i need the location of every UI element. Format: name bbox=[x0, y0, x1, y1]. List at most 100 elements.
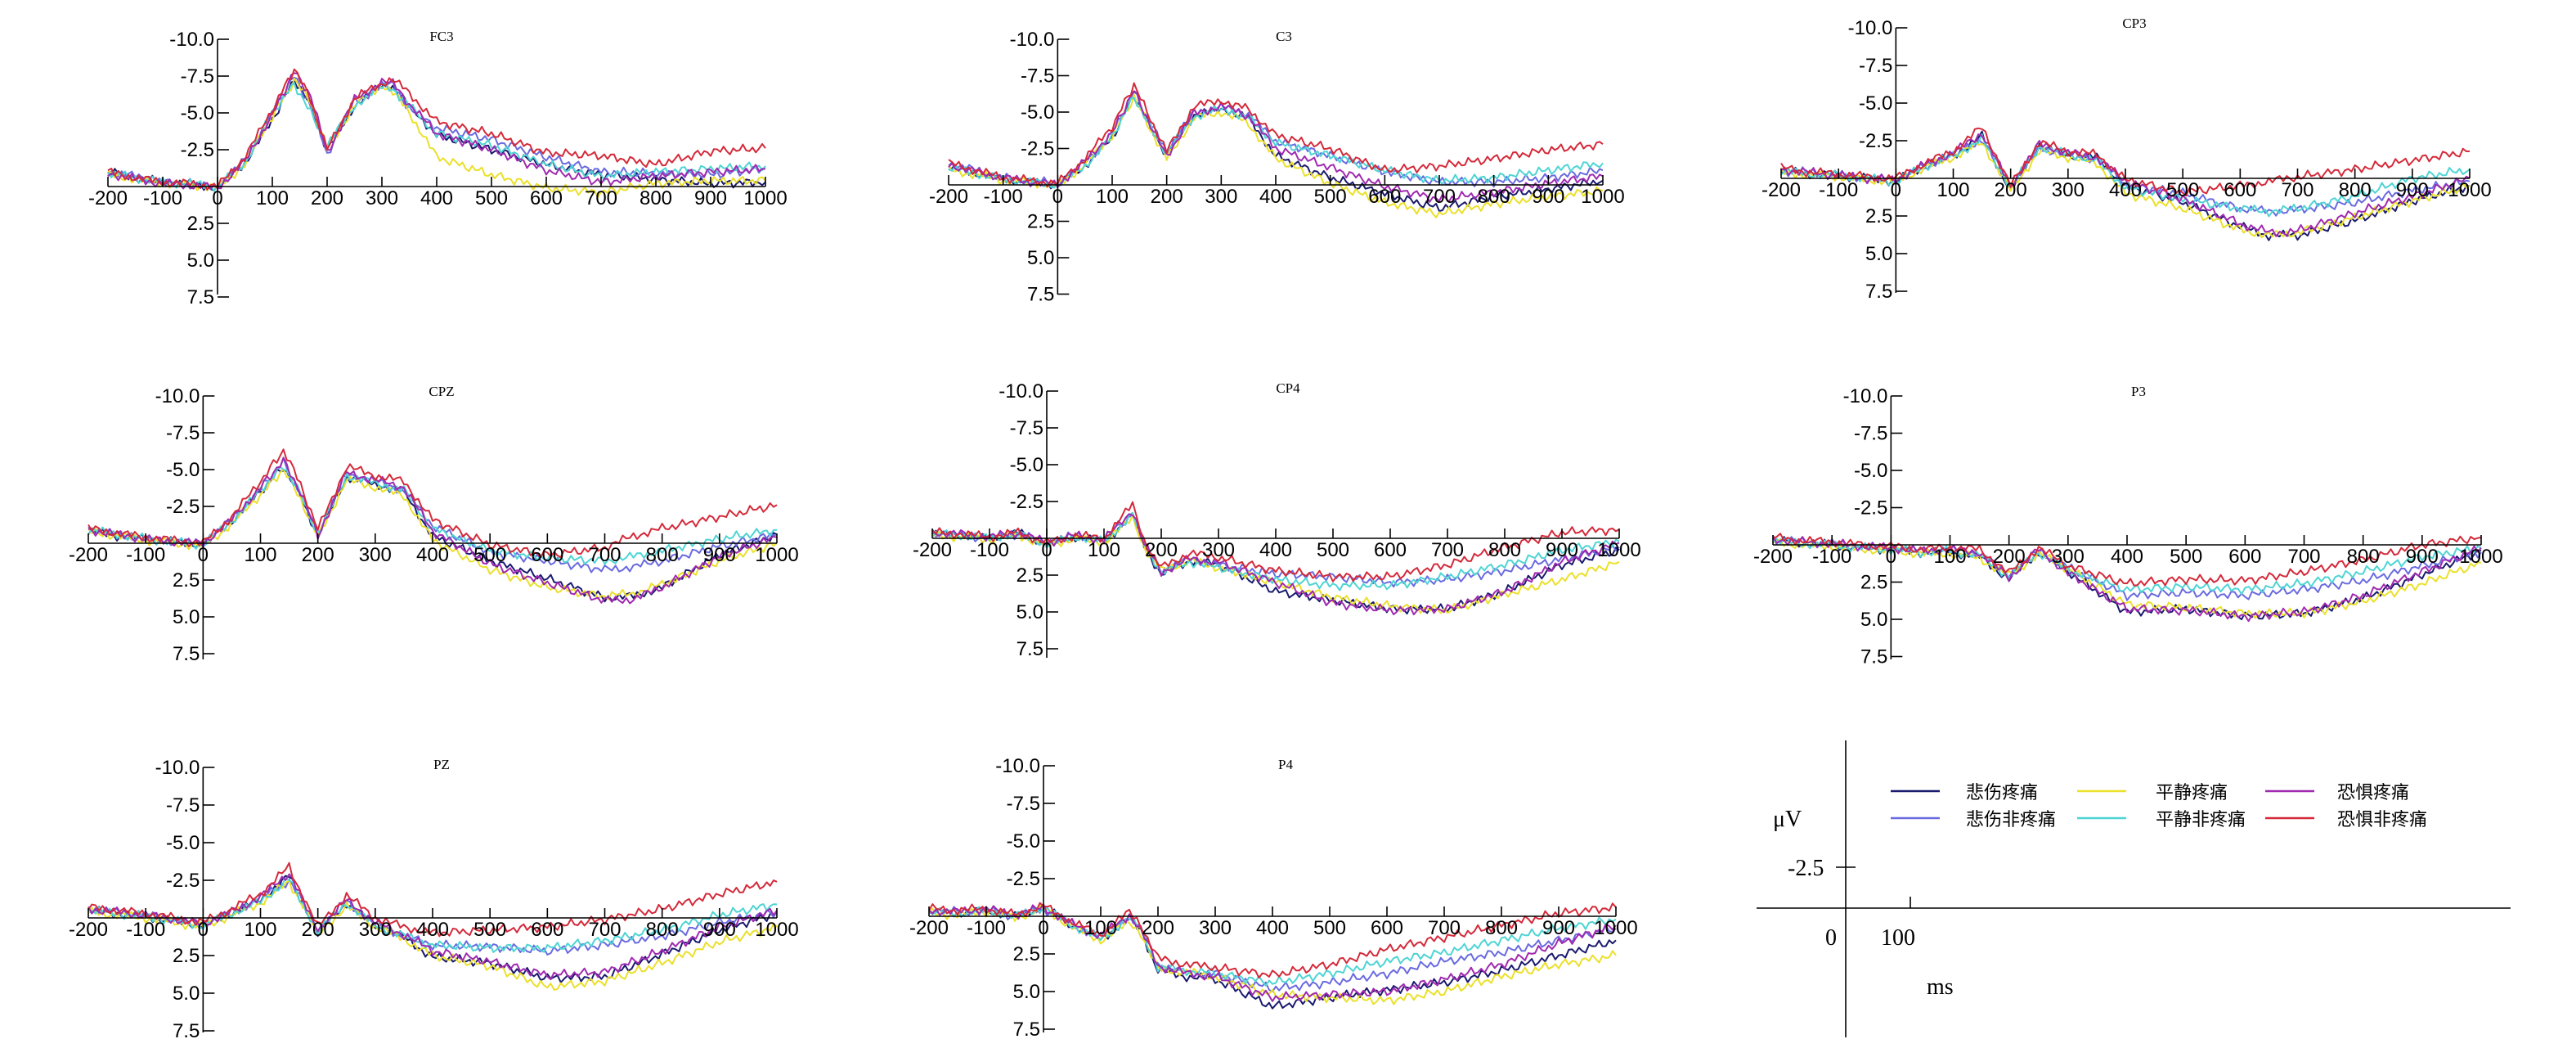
x-tick-label: 500 bbox=[2170, 546, 2202, 568]
y-tick-label: -5.0 bbox=[1859, 92, 1892, 115]
x-tick-label: 700 bbox=[1423, 186, 1456, 208]
x-tick-label: -100 bbox=[126, 544, 165, 566]
trace-fc3-4 bbox=[107, 82, 766, 192]
y-tick-label: 2.5 bbox=[1865, 205, 1892, 227]
y-tick-label: -10.0 bbox=[1848, 17, 1893, 39]
legend-panel: μV -2.5 0 100 ms 悲伤疼痛 悲伤非疼痛 平静疼痛 平静非疼痛 恐… bbox=[1757, 740, 2511, 1037]
channel-title: CPZ bbox=[429, 384, 454, 399]
trace-cp3-4 bbox=[1780, 133, 2471, 218]
x-tick-label: 300 bbox=[1202, 539, 1235, 561]
x-tick-label: 500 bbox=[1314, 186, 1347, 208]
y-tick-label: 7.5 bbox=[1013, 1019, 1040, 1041]
y-tick-label: -2.5 bbox=[1859, 130, 1892, 152]
trace-pz-5 bbox=[88, 873, 778, 981]
y-tick-label: -2.5 bbox=[1854, 497, 1887, 520]
y-tick-label: -5.0 bbox=[1010, 454, 1043, 476]
x-tick-label: 700 bbox=[588, 919, 621, 941]
y-tick-label: 5.0 bbox=[1013, 981, 1040, 1003]
x-tick-label: -200 bbox=[929, 186, 968, 208]
x-tick-label: 900 bbox=[2406, 546, 2439, 568]
x-tick-label: 300 bbox=[1199, 917, 1232, 939]
x-tick-label: 0 bbox=[1891, 179, 1901, 201]
erp-panel-cp3: -200 -100 0 100 200 300 400 500 600 700 800 900 1000… bbox=[1761, 16, 2492, 303]
scale-bar-x-zero-label: 0 bbox=[1825, 925, 1837, 951]
x-tick-label: 300 bbox=[2052, 179, 2085, 201]
x-tick-label: 800 bbox=[1488, 539, 1521, 561]
y-tick-label: 5.0 bbox=[1027, 247, 1054, 269]
y-tick-label: -10.0 bbox=[155, 385, 200, 407]
x-tick-label: 100 bbox=[1084, 917, 1117, 939]
trace-cp3-6 bbox=[1780, 127, 2471, 197]
x-tick-label: -200 bbox=[913, 539, 952, 561]
x-tick-label: 1000 bbox=[1597, 539, 1640, 561]
trace-p4-5 bbox=[928, 903, 1617, 1002]
x-tick-label: 600 bbox=[1374, 539, 1407, 561]
y-tick-label: -10.0 bbox=[169, 29, 214, 51]
scale-bar-y-label: μV bbox=[1773, 807, 1802, 832]
y-tick-label: -2.5 bbox=[181, 139, 214, 161]
trace-cpz-1 bbox=[88, 468, 778, 603]
y-tick-label: -5.0 bbox=[1021, 101, 1054, 124]
y-tick-label: 7.5 bbox=[1016, 638, 1043, 660]
x-tick-label: -100 bbox=[1819, 179, 1858, 201]
x-tick-label: 600 bbox=[2224, 179, 2256, 201]
y-tick-label: -7.5 bbox=[181, 65, 214, 88]
y-tick-label: 7.5 bbox=[173, 643, 200, 665]
x-tick-label: -100 bbox=[1812, 546, 1851, 568]
y-tick-label: -5.0 bbox=[1007, 830, 1040, 852]
x-tick-label: 500 bbox=[473, 919, 506, 941]
legend-label-1: 悲伤疼痛 bbox=[1966, 783, 2038, 803]
x-tick-label: 1000 bbox=[1581, 186, 1624, 208]
scale-bar-x-tick-label: 100 bbox=[1881, 925, 1915, 951]
legend-entry-3: 平静疼痛 bbox=[2077, 783, 2228, 803]
x-tick-label: 500 bbox=[1317, 539, 1349, 561]
x-tick-label: 100 bbox=[1088, 539, 1120, 561]
x-tick-label: -100 bbox=[126, 919, 165, 941]
legend-label-3: 平静疼痛 bbox=[2156, 783, 2228, 803]
x-tick-label: 400 bbox=[416, 919, 449, 941]
x-tick-label: -100 bbox=[984, 186, 1023, 208]
erp-panels: -200 -100 0 100 200 300 400 500 600 700 800 900 1000… bbox=[69, 16, 2503, 1042]
x-tick-label: 300 bbox=[359, 544, 392, 566]
y-tick-label: 7.5 bbox=[173, 1020, 200, 1042]
y-tick-label: -10.0 bbox=[155, 757, 200, 779]
trace-cpz-6 bbox=[88, 448, 778, 559]
legend-entry-6: 恐惧非疼痛 bbox=[2265, 810, 2427, 830]
y-tick-label: 2.5 bbox=[1016, 564, 1043, 587]
y-tick-label: 2.5 bbox=[1013, 943, 1040, 965]
y-tick-label: -2.5 bbox=[166, 870, 200, 892]
trace-p4-6 bbox=[928, 902, 1617, 979]
x-tick-label: 400 bbox=[1256, 917, 1289, 939]
channel-title: C3 bbox=[1276, 29, 1292, 44]
trace-cpz-4 bbox=[88, 466, 778, 565]
x-tick-label: 500 bbox=[475, 187, 508, 209]
y-tick-label: 7.5 bbox=[1027, 284, 1054, 306]
x-tick-label: 100 bbox=[244, 919, 276, 941]
x-tick-label: -200 bbox=[88, 187, 128, 209]
x-tick-label: 100 bbox=[1096, 186, 1129, 208]
x-tick-label: 900 bbox=[2396, 179, 2429, 201]
erp-panel-pz: -200 -100 0 100 200 300 400 500 600 700 800 900 1000… bbox=[69, 757, 799, 1042]
y-tick-label: -10.0 bbox=[1010, 29, 1055, 51]
x-tick-label: 0 bbox=[1886, 546, 1896, 568]
y-tick-label: -5.0 bbox=[166, 832, 200, 854]
x-tick-label: 700 bbox=[2287, 546, 2320, 568]
trace-p3-6 bbox=[1772, 533, 2482, 587]
x-tick-label: 200 bbox=[311, 187, 343, 209]
y-tick-label: 5.0 bbox=[1865, 243, 1892, 265]
legend-entry-2: 悲伤非疼痛 bbox=[1891, 810, 2056, 830]
x-tick-label: 900 bbox=[703, 544, 736, 566]
trace-p3-3 bbox=[1772, 538, 2482, 619]
y-tick-label: 2.5 bbox=[173, 945, 200, 967]
x-tick-label: -200 bbox=[69, 544, 108, 566]
y-tick-label: 7.5 bbox=[187, 286, 214, 308]
y-tick-label: 5.0 bbox=[1016, 601, 1043, 623]
x-tick-label: 600 bbox=[2228, 546, 2261, 568]
y-tick-label: 2.5 bbox=[1027, 211, 1054, 233]
x-tick-label: 800 bbox=[2347, 546, 2380, 568]
trace-fc3-6 bbox=[107, 68, 766, 191]
x-tick-label: 1000 bbox=[2448, 179, 2491, 201]
x-tick-label: 0 bbox=[198, 919, 209, 941]
x-tick-label: 600 bbox=[531, 919, 563, 941]
